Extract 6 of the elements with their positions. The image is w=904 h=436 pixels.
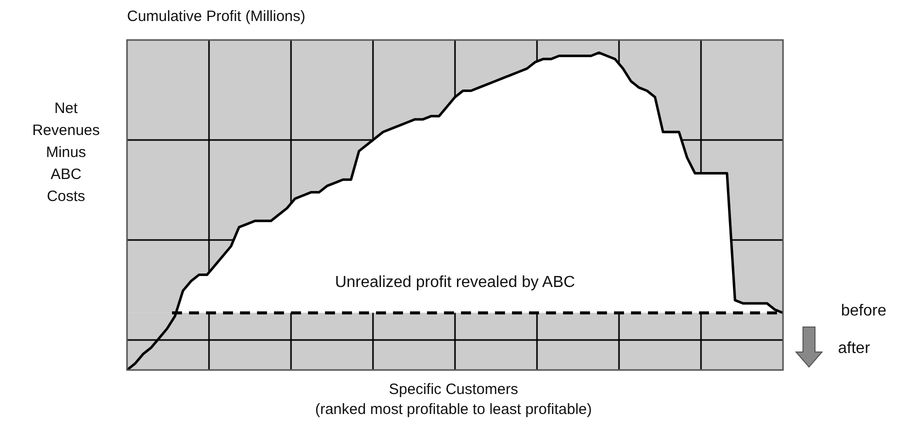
text: after	[838, 340, 870, 358]
annotation: Unrealized profit revealed by ABC	[334, 274, 576, 292]
x-axis-title: Specific Customers (ranked most profitable to least profitable)	[314, 380, 593, 420]
y-axis-title: Net Revenues Minus ABC Costs	[31, 99, 101, 207]
chart-title: Cumulative Profit (Millions)	[127, 8, 306, 25]
ref-line-label: before	[841, 302, 886, 320]
